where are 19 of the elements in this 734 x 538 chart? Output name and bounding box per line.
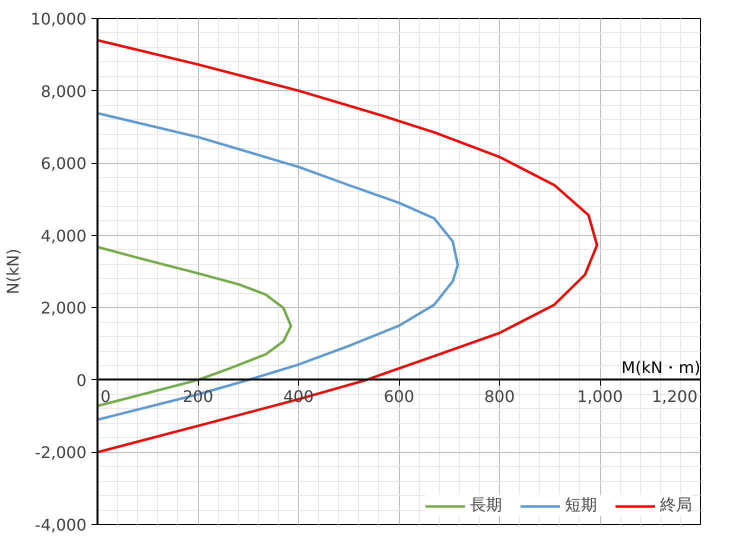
x-tick-label: 0 [100,386,111,406]
y-tick-label: -4,000 [34,516,86,534]
y-tick-label: -2,000 [34,443,86,462]
x-tick-label: 800 [484,386,515,406]
x-tick-label: 1,000 [577,386,623,406]
y-tick-label: 6,000 [40,154,87,174]
x-axis-title: M(kN・m) [621,358,700,377]
line-series [98,112,460,421]
y-tick-label: 2,000 [40,298,87,318]
y-tick-label: 8,000 [40,82,87,101]
x-tick-label: 1,200 [652,386,698,406]
y-tick-label: 10,000 [30,10,86,28]
x-tick-label: 600 [384,386,414,406]
legend-label: 短期 [565,495,597,516]
y-tick-label: 0 [76,370,87,390]
y-axis-title: N(kN) [4,248,23,294]
legend-label: 長期 [470,495,502,516]
y-tick-label: 4,000 [40,226,87,246]
legend-label: 終局 [660,495,692,516]
